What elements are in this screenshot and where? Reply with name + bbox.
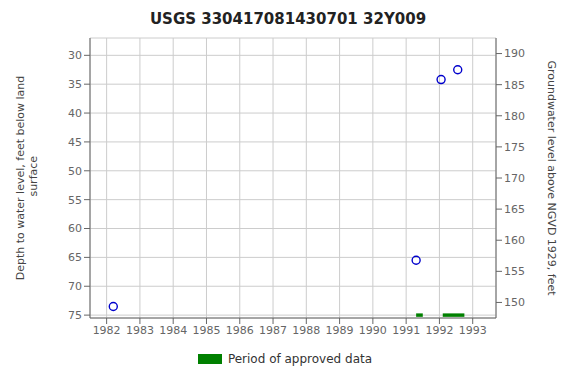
- svg-text:70: 70: [68, 280, 82, 293]
- svg-text:160: 160: [504, 234, 525, 247]
- svg-text:1983: 1983: [126, 324, 154, 337]
- svg-text:1988: 1988: [292, 324, 320, 337]
- svg-text:75: 75: [68, 309, 82, 322]
- svg-text:50: 50: [68, 165, 82, 178]
- svg-text:1987: 1987: [259, 324, 287, 337]
- svg-text:45: 45: [68, 136, 82, 149]
- svg-text:1992: 1992: [425, 324, 453, 337]
- svg-text:40: 40: [68, 107, 82, 120]
- svg-text:190: 190: [504, 47, 525, 60]
- svg-text:155: 155: [504, 265, 525, 278]
- svg-text:1986: 1986: [226, 324, 254, 337]
- svg-text:1990: 1990: [359, 324, 387, 337]
- svg-text:1993: 1993: [459, 324, 487, 337]
- svg-text:185: 185: [504, 79, 525, 92]
- svg-text:35: 35: [68, 78, 82, 91]
- svg-text:170: 170: [504, 172, 525, 185]
- svg-text:1985: 1985: [192, 324, 220, 337]
- html-text:USGS 330417081430701 32Y009: USGS 330417081430701 32Y009: [149, 10, 427, 28]
- svg-text:Depth to water level, feet bel: Depth to water level, feet below land su…: [14, 76, 40, 281]
- svg-text:175: 175: [504, 141, 525, 154]
- svg-text:1982: 1982: [93, 324, 121, 337]
- svg-text:1984: 1984: [159, 324, 187, 337]
- svg-text:65: 65: [68, 251, 82, 264]
- svg-text:150: 150: [504, 296, 525, 309]
- svg-text:55: 55: [68, 194, 82, 207]
- svg-text:1989: 1989: [326, 324, 354, 337]
- svg-text:165: 165: [504, 203, 525, 216]
- svg-text:Groundwater level above NGVD 1: Groundwater level above NGVD 1929, feet: [545, 60, 558, 296]
- svg-text:180: 180: [504, 110, 525, 123]
- svg-text:30: 30: [68, 49, 82, 62]
- html-text:Period of approved data: Period of approved data: [227, 352, 373, 366]
- svg-text:1991: 1991: [392, 324, 420, 337]
- svg-text:60: 60: [68, 222, 82, 235]
